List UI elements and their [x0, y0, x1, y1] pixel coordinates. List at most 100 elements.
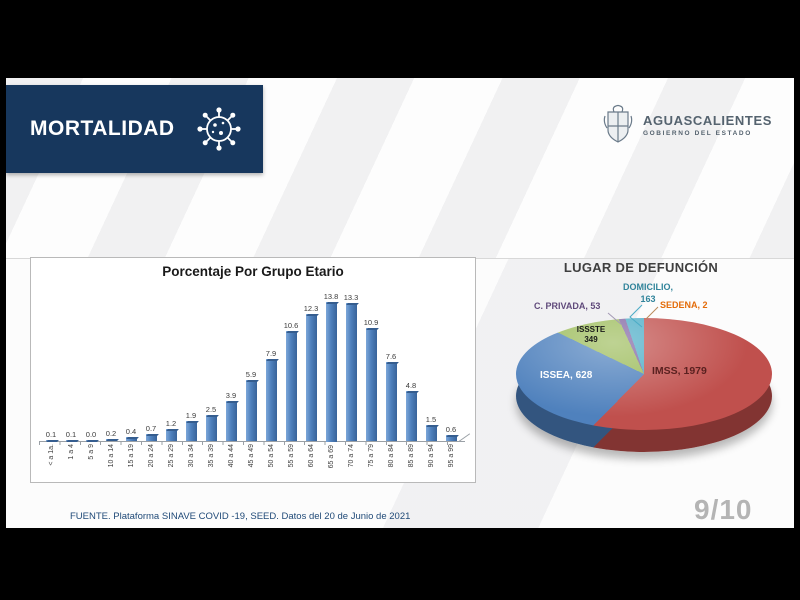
bar	[365, 328, 379, 441]
bar-top-face	[385, 362, 399, 365]
x-tick-label: 15 a 19	[127, 444, 135, 468]
bar-value-label: 13.8	[323, 292, 339, 301]
bar-slot-20: 0.6 95 a 99	[441, 292, 461, 480]
bar-slot-16: 10.9 75 a 79	[361, 292, 381, 480]
bar	[105, 438, 119, 441]
bar	[45, 439, 59, 442]
bar-top-face	[65, 439, 79, 442]
x-tick-label: 1 a 4	[67, 444, 75, 460]
bar-slot-12: 10.6 55 a 59	[281, 292, 301, 480]
bar-slot-8: 2.5 35 a 39	[201, 292, 221, 480]
bar-value-label: 1.9	[185, 411, 197, 421]
bar-value-label: 3.9	[225, 390, 237, 400]
bar-value-label: 12.3	[303, 303, 319, 313]
bar-slot-9: 3.9 40 a 44	[221, 292, 241, 480]
pie-top-face	[516, 318, 772, 430]
bar-slot-4: 0.4 15 a 19	[121, 292, 141, 480]
bar-value-label: 5.9	[245, 369, 257, 379]
bar	[385, 362, 399, 441]
bar-top-face	[205, 415, 219, 418]
bar	[145, 433, 159, 441]
bar-slot-18: 4.8 85 a 89	[401, 292, 421, 480]
bar-value-label: 0.7	[145, 423, 157, 433]
bar-slot-0: 0.1 < a 1a.	[41, 292, 61, 480]
callout-sedena: SEDENA, 2	[660, 300, 708, 310]
bar-slot-7: 1.9 30 a 34	[181, 292, 201, 480]
bar-value-label: 13.3	[343, 293, 359, 303]
x-tick-label: 60 a 64	[307, 444, 315, 468]
state-logo: AGUASCALIENTES GOBIERNO DEL ESTADO	[601, 104, 772, 146]
bar-value-label: 0.1	[45, 429, 57, 439]
bar-value-label: 1.2	[165, 418, 177, 428]
x-tick-label: < a 1a.	[47, 444, 55, 466]
bar-value-label: 0.6	[445, 424, 457, 434]
x-tick-label: 40 a 44	[227, 444, 235, 468]
bar	[65, 439, 79, 442]
bar-top-face	[345, 303, 359, 306]
bar-value-label: 7.6	[385, 352, 397, 362]
bar-chart-panel: Porcentaje Por Grupo Etario 0.1 < a 1a. 0.…	[30, 257, 476, 483]
bar	[245, 379, 259, 441]
callout-issste-line1: ISSSTE	[576, 325, 606, 334]
x-tick-label: 90 a 94	[427, 444, 435, 468]
x-axis-line	[39, 441, 465, 442]
bar-slot-15: 13.3 70 a 74	[341, 292, 361, 480]
pie-chart-title: LUGAR DE DEFUNCIÓN	[563, 260, 719, 275]
callout-issste-line2: 349	[584, 335, 598, 345]
pie-chart-panel: LUGAR DE DEFUNCIÓN DOMICILIO, 163 SEDENA…	[496, 257, 786, 503]
footer-source-text: FUENTE. Plataforma SINAVE COVID -19, SEE…	[70, 511, 411, 522]
bar-value-label: 4.8	[405, 381, 417, 391]
bar	[345, 303, 359, 441]
bar-slot-1: 0.1 1 a 4	[61, 292, 81, 480]
bar-slot-17: 7.6 80 a 84	[381, 292, 401, 480]
header-bar: MORTALIDAD	[6, 85, 263, 173]
bar	[425, 425, 439, 441]
x-tick-label: 70 a 74	[347, 444, 355, 468]
pie-3d	[516, 318, 774, 454]
bar-slot-14: 13.8 65 a 69	[321, 292, 341, 480]
bar-top-face	[365, 328, 379, 331]
bar-value-label: 0.1	[65, 429, 77, 439]
bar	[405, 391, 419, 441]
bar-value-label: 10.6	[283, 321, 299, 331]
bar-top-face	[185, 421, 199, 424]
bar	[445, 434, 459, 441]
bar-top-face	[265, 359, 279, 362]
callout-issea: ISSEA, 628	[540, 370, 593, 381]
bar-slot-10: 5.9 45 a 49	[241, 292, 261, 480]
x-tick-label: 85 a 89	[407, 444, 415, 468]
bar-plot: 0.1 < a 1a. 0.1 1 a 4 0.0 5 a 9 0.2 10 a 14 0.4 1…	[41, 292, 461, 480]
callout-domicilio-line2: 163	[640, 294, 656, 305]
bar-slot-11: 7.9 50 a 54	[261, 292, 281, 480]
bar	[185, 421, 199, 441]
state-seal-icon	[603, 104, 633, 143]
callout-issste: ISSSTE 349	[566, 325, 616, 346]
callout-domicilio-line1: DOMICILIO,	[623, 282, 673, 292]
pie-gloss-highlight	[516, 318, 772, 430]
x-tick-label: 20 a 24	[147, 444, 155, 468]
callout-imss: IMSS, 1979	[652, 365, 707, 377]
x-tick-label: 80 a 84	[387, 444, 395, 468]
bar-value-label: 7.9	[265, 349, 277, 359]
bar-value-label: 0.0	[85, 429, 97, 439]
x-tick-label: 50 a 54	[267, 444, 275, 468]
bar	[285, 331, 299, 441]
bar	[125, 436, 139, 441]
bar-top-face	[45, 439, 59, 442]
bar-slot-13: 12.3 60 a 64	[301, 292, 321, 480]
bar-top-face	[225, 400, 239, 403]
slide: MORTALIDAD	[6, 78, 794, 528]
callout-c-privada: C. PRIVADA, 53	[534, 301, 601, 311]
bar	[205, 415, 219, 441]
bar	[325, 302, 339, 442]
page-title: MORTALIDAD	[30, 117, 175, 140]
bar-top-face	[145, 433, 159, 436]
bar-value-label: 0.2	[105, 428, 117, 438]
x-tick-label: 95 a 99	[447, 444, 455, 468]
virus-icon	[196, 107, 241, 151]
x-tick-label: 25 a 29	[167, 444, 175, 468]
bar-slot-6: 1.2 25 a 29	[161, 292, 181, 480]
bar-top-face	[85, 439, 99, 442]
bar	[225, 400, 239, 441]
x-tick-label: 65 a 69	[327, 444, 335, 469]
